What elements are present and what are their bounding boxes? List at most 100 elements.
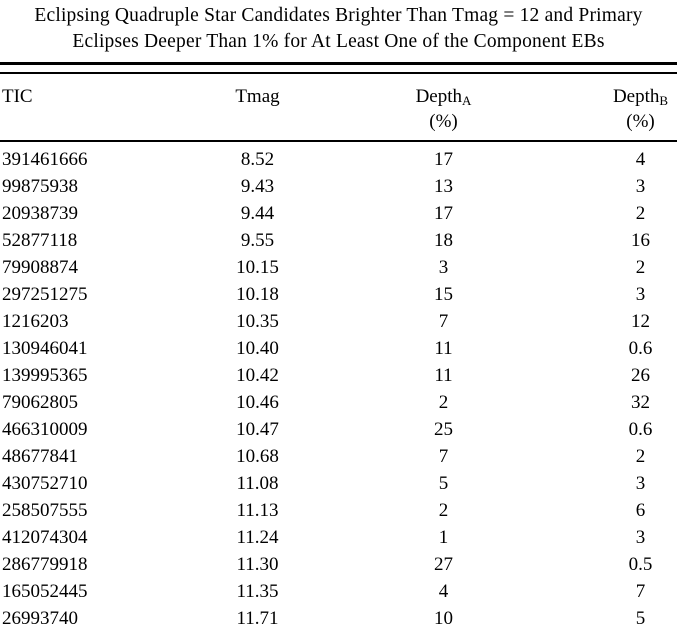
cell-tmag: 9.44	[240, 203, 275, 224]
cell-depth_b: 0.6	[628, 338, 653, 359]
cell-depth_a: 1	[438, 527, 449, 548]
cell-tmag: 10.68	[236, 446, 279, 467]
cell-tmag: 9.55	[240, 230, 275, 251]
cell-depth_a: 7	[438, 446, 449, 467]
cell-depth_b: 6	[635, 500, 646, 521]
cell-tic: 391461666	[2, 149, 88, 170]
cell-tic: 258507555	[2, 500, 88, 521]
table-row: 52877118 9.55 18 16	[0, 227, 677, 254]
cell-depth_b: 32	[631, 392, 650, 413]
table-row: 99875938 9.43 13 3	[0, 173, 677, 200]
table-row: 79908874 10.15 3 2	[0, 254, 677, 281]
subscript-a: A	[462, 93, 472, 108]
cell-depth_b: 2	[635, 257, 646, 278]
cell-tmag: 10.15	[236, 257, 279, 278]
cell-depth_a: 17	[434, 149, 453, 170]
cell-tic: 26993740	[2, 608, 78, 629]
cell-tmag: 11.24	[236, 527, 279, 548]
table-row: 297251275 10.18 15 3	[0, 281, 677, 308]
cell-tic: 139995365	[2, 365, 88, 386]
cell-tic: 130946041	[2, 338, 88, 359]
cell-tmag: 10.40	[236, 338, 279, 359]
cell-tic: 99875938	[2, 176, 78, 197]
cell-tic: 52877118	[2, 230, 78, 251]
cell-depth_b: 3	[635, 527, 646, 548]
cell-depth_a: 11	[434, 365, 453, 386]
cell-tmag: 10.35	[236, 311, 279, 332]
cell-depth_b: 7	[635, 581, 646, 602]
cell-depth_a: 11	[434, 338, 453, 359]
cell-tmag: 11.35	[236, 581, 279, 602]
cell-tic: 79062805	[2, 392, 78, 413]
table-row: 130946041 10.40 11 0.6	[0, 335, 677, 362]
cell-depth_b: 0.6	[628, 419, 653, 440]
cell-depth_a: 27	[434, 554, 453, 575]
table-title-line2: Eclipses Deeper Than 1% for At Least One…	[72, 31, 605, 52]
table-row: 48677841 10.68 7 2	[0, 443, 677, 470]
column-header-depth-a: DepthA (%)	[340, 74, 560, 142]
cell-tic: 1216203	[2, 311, 69, 332]
cell-depth_b: 4	[635, 149, 646, 170]
cell-depth_a: 10	[434, 608, 453, 629]
table-row: 79062805 10.46 2 32	[0, 389, 677, 416]
cell-tic: 466310009	[2, 419, 88, 440]
cell-tic: 286779918	[2, 554, 88, 575]
table-row: 20938739 9.44 17 2	[0, 200, 677, 227]
cell-tmag: 11.71	[236, 608, 279, 629]
column-unit-depth-b: (%)	[626, 111, 655, 132]
table-row: 165052445 11.35 4 7	[0, 578, 677, 605]
cell-depth_b: 26	[631, 365, 650, 386]
table-row: 412074304 11.24 1 3	[0, 524, 677, 551]
cell-tmag: 11.13	[236, 500, 279, 521]
cell-tic: 297251275	[2, 284, 88, 305]
cell-depth_a: 25	[434, 419, 453, 440]
column-unit-depth-a: (%)	[429, 111, 458, 132]
cell-tmag: 11.08	[236, 473, 279, 494]
cell-tic: 48677841	[2, 446, 78, 467]
cell-tmag: 11.30	[236, 554, 279, 575]
table-header: TIC Tmag DepthA (%) DepthB (%)	[0, 74, 677, 142]
cell-tic: 20938739	[2, 203, 78, 224]
cell-tmag: 8.52	[240, 149, 275, 170]
cell-depth_b: 0.5	[628, 554, 653, 575]
cell-depth_a: 3	[438, 257, 449, 278]
cell-tmag: 10.47	[236, 419, 279, 440]
table-row: 258507555 11.13 2 6	[0, 497, 677, 524]
cell-depth_a: 2	[438, 392, 449, 413]
cell-depth_a: 4	[438, 581, 449, 602]
cell-tmag: 10.46	[236, 392, 279, 413]
cell-tic: 79908874	[2, 257, 78, 278]
table-row: 26993740 11.71 10 5	[0, 605, 677, 632]
column-label-depth-a: DepthA	[415, 86, 472, 108]
column-label-tmag: Tmag	[235, 86, 280, 107]
cell-depth_b: 5	[635, 608, 646, 629]
column-label-tic: TIC	[2, 86, 33, 107]
cell-depth_b: 3	[635, 284, 646, 305]
cell-depth_b: 2	[635, 446, 646, 467]
column-header-depth-b: DepthB (%)	[560, 74, 677, 142]
cell-depth_a: 5	[438, 473, 449, 494]
table-row: 391461666 8.52 17 4	[0, 141, 677, 173]
cell-depth_a: 15	[434, 284, 453, 305]
cell-tic: 165052445	[2, 581, 88, 602]
cell-depth_b: 3	[635, 473, 646, 494]
cell-tmag: 9.43	[240, 176, 275, 197]
cell-tmag: 10.18	[236, 284, 279, 305]
table-body: 391461666 8.52 17 4 99875938 9.43 1 3 3 20938739 9…	[0, 141, 677, 632]
table-title-line1: Eclipsing Quadruple Star Candidates Brig…	[34, 5, 643, 26]
table-row: 466310009 10.47 25 0.6	[0, 416, 677, 443]
cell-depth_a: 7	[438, 311, 449, 332]
cell-depth_b: 12	[631, 311, 650, 332]
header-row: TIC Tmag DepthA (%) DepthB (%)	[0, 74, 677, 142]
table-row: 430752710 11.08 5 3	[0, 470, 677, 497]
cell-tic: 430752710	[2, 473, 88, 494]
top-double-rule	[0, 62, 677, 74]
candidates-table: TIC Tmag DepthA (%) DepthB (%) 391461666…	[0, 74, 677, 632]
cell-depth_a: 18	[434, 230, 453, 251]
cell-tmag: 10.42	[236, 365, 279, 386]
subscript-b: B	[659, 93, 669, 108]
cell-depth_a: 17	[434, 203, 453, 224]
cell-depth_b: 16	[631, 230, 650, 251]
table-title: Eclipsing Quadruple Star Candidates Brig…	[0, 0, 677, 55]
